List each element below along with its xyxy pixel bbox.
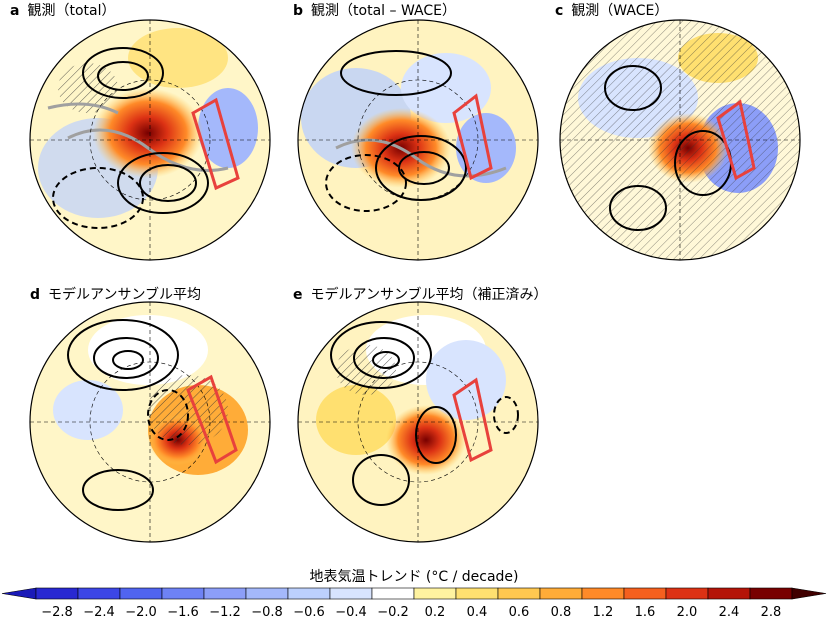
colorbar-cell [539, 587, 583, 600]
colorbar-tick-label: 0.4 [467, 605, 488, 620]
colorbar-tick-label: 0.6 [509, 605, 530, 620]
colorbar-cell [161, 587, 205, 600]
panel-b-map [297, 19, 539, 261]
colorbar-cell [287, 587, 331, 600]
colorbar-cell [581, 587, 625, 600]
colorbar-tick-label: 1.2 [593, 605, 614, 620]
colorbar-cell [707, 587, 751, 600]
colorbar-tick-label: 2.0 [677, 605, 698, 620]
colorbar-cell [203, 587, 247, 600]
colorbar-tick-label: −1.6 [167, 605, 199, 620]
colorbar-cell [329, 587, 373, 600]
colorbar-tick-label: −0.6 [293, 605, 325, 620]
panel-c-title: 観測（WACE） [571, 3, 669, 19]
colorbar-cell [77, 587, 121, 600]
panel-e-letter: e [293, 287, 303, 303]
colorbar-tick-label: −2.4 [83, 605, 115, 620]
colorbar-title: 地表気温トレンド (°C / decade) [309, 569, 519, 585]
colorbar-extend-low [1, 587, 37, 600]
colorbar-cell [497, 587, 541, 600]
colorbar-cell [371, 587, 415, 600]
panel-d-title: モデルアンサンブル平均 [48, 287, 202, 303]
colorbar-cell [245, 587, 289, 600]
colorbar-tick-label: 0.8 [551, 605, 572, 620]
panel-e-label: e モデルアンサンブル平均（補正済み） [293, 284, 548, 304]
colorbar-tick-label: −1.2 [209, 605, 241, 620]
colorbar-tick-label: −2.8 [41, 605, 73, 620]
panel-c-letter: c [555, 3, 564, 19]
panel-e-map [297, 301, 539, 543]
colorbar-tick-label: 0.2 [425, 605, 446, 620]
panel-d-label: d モデルアンサンブル平均 [30, 284, 201, 304]
colorbar-tick-label: −0.2 [377, 605, 409, 620]
panel-d-letter: d [30, 287, 41, 303]
colorbar-tick-label: −2.0 [125, 605, 157, 620]
colorbar-extend-high [791, 587, 827, 600]
colorbar-tick-label: −0.8 [251, 605, 283, 620]
colorbar-cell [749, 587, 793, 600]
panel-b-title: 観測（total – WACE） [311, 3, 456, 19]
colorbar-cell [119, 587, 163, 600]
colorbar-cell [665, 587, 709, 600]
panel-b-label: b 観測（total – WACE） [293, 0, 456, 20]
panel-d-map [29, 301, 271, 543]
panel-b-letter: b [293, 3, 304, 19]
panel-a-title: 観測（total） [27, 3, 116, 19]
panel-c-map [559, 19, 801, 261]
colorbar-cell [413, 587, 457, 600]
colorbar-cell [35, 587, 79, 600]
colorbar-cell [623, 587, 667, 600]
colorbar: −2.8 −2.4 −2.0 −1.6 −1.2 −0.8 −0.6 −0.4 −0.2 0.2 0… [1, 587, 827, 620]
colorbar-tick-label: 2.8 [761, 605, 782, 620]
colorbar-tick-label: −0.4 [335, 605, 367, 620]
colorbar-cell [455, 587, 499, 600]
panel-a-letter: a [10, 3, 20, 19]
colorbar-tick-label: 2.4 [719, 605, 740, 620]
panel-a-label: a 観測（total） [10, 0, 115, 20]
panel-e-title: モデルアンサンブル平均（補正済み） [310, 287, 548, 303]
panel-c-label: c 観測（WACE） [555, 0, 668, 20]
panel-a-map [29, 19, 271, 261]
colorbar-tick-label: 1.6 [635, 605, 656, 620]
